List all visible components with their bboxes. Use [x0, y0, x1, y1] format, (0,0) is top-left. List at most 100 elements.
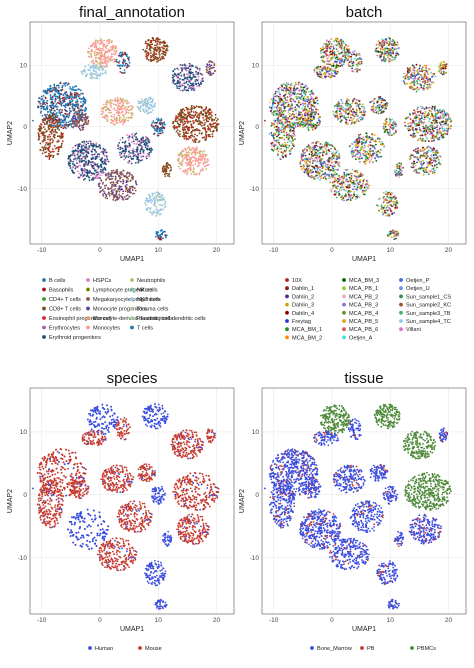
- data-point: [69, 88, 71, 90]
- data-point: [199, 140, 201, 142]
- data-point: [93, 77, 95, 79]
- data-point: [179, 126, 181, 128]
- data-point: [76, 92, 78, 94]
- data-point: [74, 155, 76, 157]
- data-point: [50, 151, 52, 153]
- data-point: [71, 95, 73, 97]
- data-point: [300, 88, 302, 90]
- data-point: [331, 176, 333, 178]
- data-point: [140, 107, 142, 109]
- data-point: [162, 47, 164, 49]
- data-point: [315, 165, 317, 167]
- data-point: [184, 138, 186, 140]
- data-point: [125, 101, 127, 103]
- data-point: [304, 163, 306, 165]
- data-point: [282, 129, 284, 131]
- data-point: [138, 100, 140, 102]
- data-point: [330, 51, 332, 53]
- data-point: [57, 153, 59, 155]
- data-point: [39, 101, 41, 103]
- data-point: [291, 83, 293, 85]
- data-point: [190, 77, 192, 79]
- data-point: [128, 139, 130, 141]
- data-point: [283, 135, 285, 137]
- data-point: [164, 203, 166, 205]
- data-point: [155, 49, 157, 51]
- data-point: [117, 145, 119, 147]
- data-point: [123, 122, 125, 124]
- data-point: [117, 148, 119, 150]
- data-point: [123, 155, 125, 157]
- data-point: [100, 151, 102, 153]
- data-point: [94, 163, 96, 165]
- data-point: [96, 77, 98, 79]
- data-point: [185, 149, 187, 151]
- data-point: [278, 120, 280, 122]
- data-point: [215, 122, 217, 124]
- data-point: [110, 112, 112, 114]
- data-point: [209, 136, 211, 138]
- data-point: [152, 195, 154, 197]
- data-point: [285, 89, 287, 91]
- data-point: [214, 70, 216, 72]
- data-point: [321, 60, 323, 62]
- data-point: [60, 82, 62, 84]
- data-point: [210, 130, 212, 132]
- data-point: [272, 142, 274, 144]
- data-point: [297, 125, 299, 127]
- y-tick-label: 10: [20, 62, 28, 69]
- data-point: [66, 98, 68, 100]
- data-point: [192, 127, 194, 129]
- data-point: [113, 114, 115, 116]
- data-point: [85, 113, 87, 115]
- data-point: [287, 102, 289, 104]
- data-point: [181, 164, 183, 166]
- data-point: [130, 192, 132, 194]
- data-point: [166, 48, 168, 50]
- data-point: [274, 102, 276, 104]
- data-point: [150, 207, 152, 209]
- data-point: [196, 112, 198, 114]
- data-point: [104, 107, 106, 109]
- data-point: [77, 107, 79, 109]
- data-point: [74, 164, 76, 166]
- data-point: [291, 113, 293, 115]
- data-point: [317, 159, 319, 161]
- data-point: [155, 215, 157, 217]
- data-point: [86, 118, 88, 120]
- data-point: [91, 50, 93, 52]
- data-point: [275, 100, 277, 102]
- data-point: [50, 94, 52, 96]
- data-point: [308, 117, 310, 119]
- data-point: [120, 54, 122, 56]
- y-tick-label: -10: [18, 186, 28, 193]
- data-point: [85, 161, 87, 163]
- data-point: [101, 53, 103, 55]
- data-point: [194, 139, 196, 141]
- data-point: [149, 47, 151, 49]
- data-point: [41, 105, 43, 107]
- data-point: [120, 177, 122, 179]
- data-point: [191, 152, 193, 154]
- data-point: [142, 139, 144, 141]
- data-point: [87, 69, 89, 71]
- data-point: [270, 110, 272, 112]
- data-point: [205, 168, 207, 170]
- data-point: [277, 146, 279, 148]
- data-point: [80, 149, 82, 151]
- data-point: [120, 139, 122, 141]
- data-point: [78, 177, 80, 179]
- x-tick-label: 0: [98, 247, 102, 254]
- data-point: [99, 183, 101, 185]
- data-point: [92, 157, 94, 159]
- data-point: [313, 125, 315, 127]
- data-point: [126, 117, 128, 119]
- data-point: [92, 179, 94, 181]
- data-point: [179, 78, 181, 80]
- data-point: [298, 107, 300, 109]
- data-point: [122, 141, 124, 143]
- data-point: [163, 231, 165, 233]
- data-point: [177, 76, 179, 78]
- data-point: [195, 141, 197, 143]
- data-point: [202, 74, 204, 76]
